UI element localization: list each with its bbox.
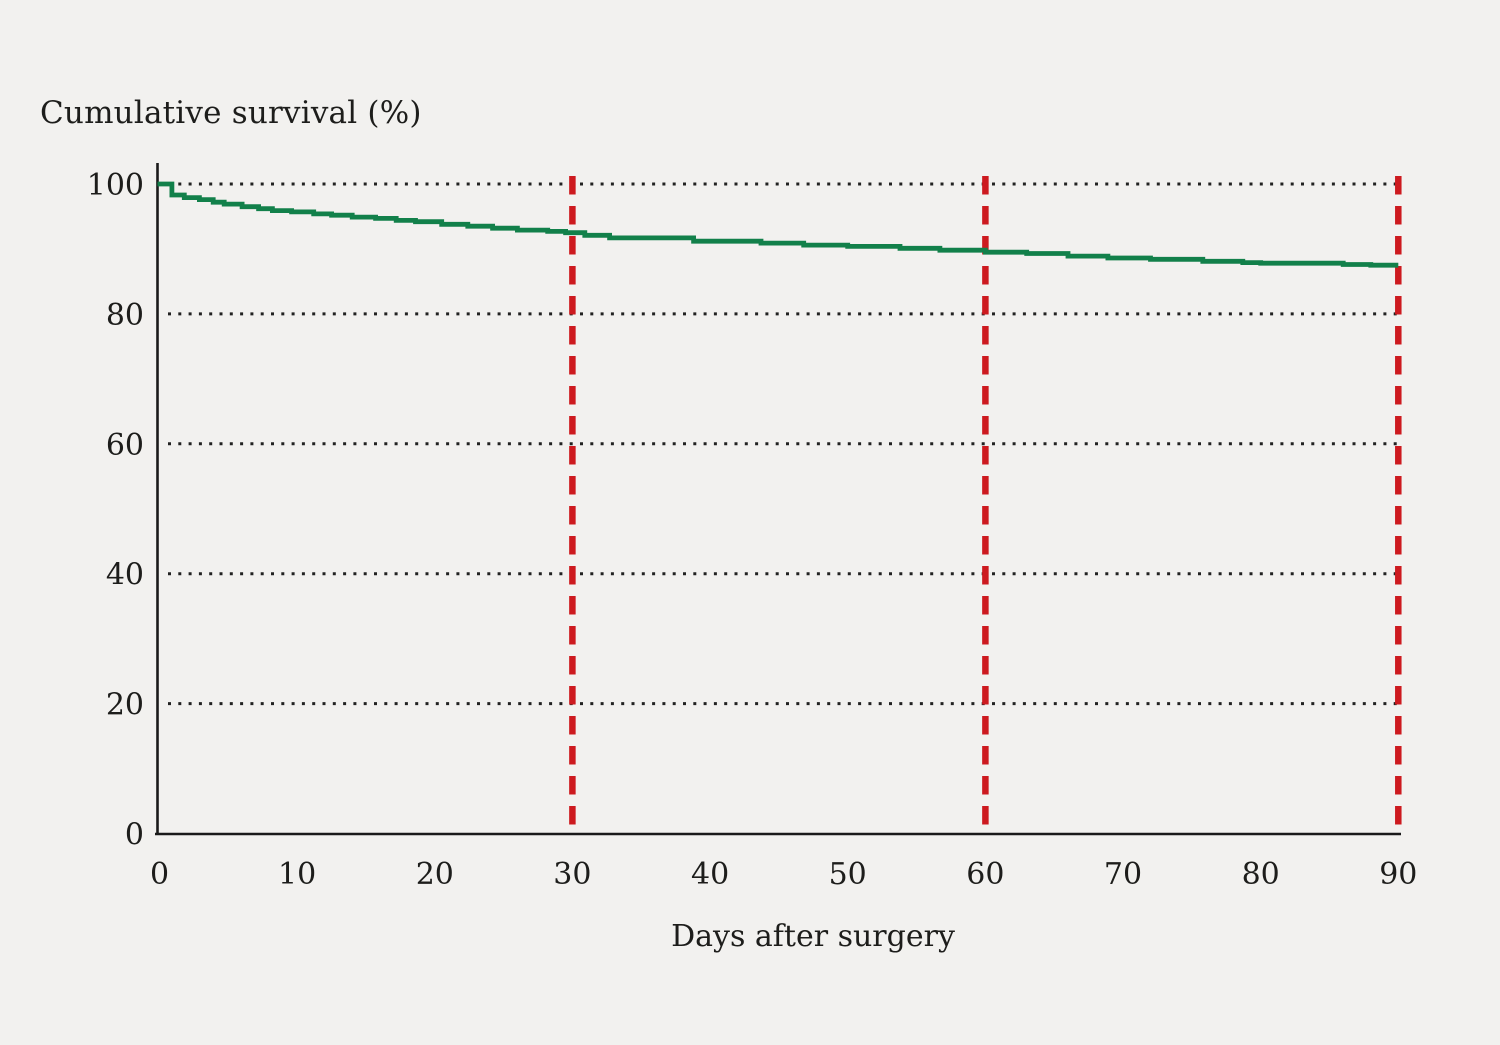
x-tick-label-10: 10	[278, 857, 316, 892]
y-tick-label-80: 80	[106, 298, 144, 333]
y-tick-label-60: 60	[106, 428, 144, 463]
y-tick-label-20: 20	[106, 688, 144, 723]
y-tick-label-0: 0	[125, 818, 144, 853]
survival-curve	[157, 181, 1399, 268]
y-tick-label-100: 100	[87, 168, 144, 203]
x-tick-label-0: 0	[150, 857, 169, 892]
x-tick-label-60: 60	[966, 857, 1004, 892]
x-tick-label-90: 90	[1379, 857, 1417, 892]
x-tick-label-20: 20	[416, 857, 454, 892]
x-axis-title: Days after surgery	[671, 919, 955, 954]
x-tick-label-50: 50	[829, 857, 867, 892]
y-tick-label-40: 40	[106, 558, 144, 593]
x-tick-label-70: 70	[1104, 857, 1142, 892]
x-tick-label-80: 80	[1242, 857, 1280, 892]
y-axis-title: Cumulative survival (%)	[40, 95, 422, 131]
x-tick-label-30: 30	[553, 857, 591, 892]
x-tick-label-40: 40	[691, 857, 729, 892]
